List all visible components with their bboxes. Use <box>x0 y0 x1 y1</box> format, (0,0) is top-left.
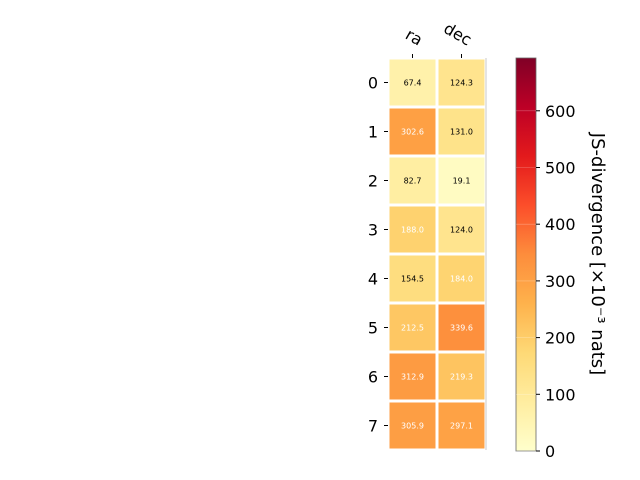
cell-value-label: 124.3 <box>450 79 473 88</box>
heatmap-cell <box>389 402 436 449</box>
heatmap-cell <box>438 304 485 351</box>
cell-value-label: 297.1 <box>450 422 473 431</box>
cell-value-label: 67.4 <box>404 79 422 88</box>
heatmap-cell <box>438 157 485 204</box>
row-tick-label: 1 <box>368 123 378 142</box>
colorbar-tick-label: 400 <box>545 215 576 234</box>
cell-value-label: 154.5 <box>401 275 424 284</box>
row-tick-label: 0 <box>368 74 378 93</box>
row-tick-label: 2 <box>368 172 378 191</box>
cell-value-label: 124.0 <box>450 226 473 235</box>
heatmap-cell <box>438 206 485 253</box>
heatmap-cells: 67.4 124.3 302.6 131.0 82.7 19.1 188.0 124.0 154… <box>389 58 487 450</box>
row-tick-label: 3 <box>368 221 378 240</box>
colorbar-tick-label: 300 <box>545 272 576 291</box>
heatmap-cell <box>389 157 436 204</box>
column-tick-labels: ra dec <box>402 19 475 58</box>
row-tick-label: 4 <box>368 270 378 289</box>
heatmap-cell <box>389 206 436 253</box>
heatmap-cell <box>438 353 485 400</box>
colorbar-tick-label: 500 <box>545 158 576 177</box>
cell-value-label: 82.7 <box>404 177 422 186</box>
heatmap-cell <box>438 402 485 449</box>
heatmap-cell <box>389 108 436 155</box>
cell-value-label: 305.9 <box>401 422 424 431</box>
heatmap-cell <box>438 255 485 302</box>
heatmap-cell <box>438 108 485 155</box>
colorbar-label: JS-divergence [×10⁻³ nats] <box>587 132 608 375</box>
colorbar-tick-label: 200 <box>545 329 576 348</box>
cell-value-label: 188.0 <box>401 226 424 235</box>
colorbar-ticks: 0 100 200 300 400 500 600 <box>516 102 576 461</box>
colorbar-tick-label: 0 <box>545 442 555 461</box>
cell-value-label: 19.1 <box>453 177 471 186</box>
colorbar-gradient <box>515 57 537 452</box>
cell-value-label: 302.6 <box>401 128 424 137</box>
row-tick-label: 7 <box>368 417 378 436</box>
cell-value-label: 339.6 <box>450 324 473 333</box>
heatmap-cell <box>389 304 436 351</box>
cell-value-label: 219.3 <box>450 373 473 382</box>
cell-value-label: 131.0 <box>450 128 473 137</box>
colorbar-tick-label: 600 <box>545 102 576 121</box>
row-tick-label: 5 <box>368 319 378 338</box>
heatmap-cell <box>438 59 485 106</box>
cell-value-label: 312.9 <box>401 373 424 382</box>
colorbar-tick-label: 100 <box>545 385 576 404</box>
heatmap-cell <box>389 59 436 106</box>
heatmap-cell <box>389 255 436 302</box>
row-tick-label: 6 <box>368 368 378 387</box>
column-tick-label: ra <box>402 25 426 50</box>
colorbar: 0 100 200 300 400 500 600 JS-divergence [×10⁻³… <box>515 57 608 461</box>
cell-value-label: 184.0 <box>450 275 473 284</box>
heatmap-cell <box>389 353 436 400</box>
column-tick-label: dec <box>441 19 475 50</box>
row-tick-labels: 0 1 2 3 4 5 6 7 <box>368 74 388 436</box>
cell-value-label: 212.5 <box>401 324 424 333</box>
